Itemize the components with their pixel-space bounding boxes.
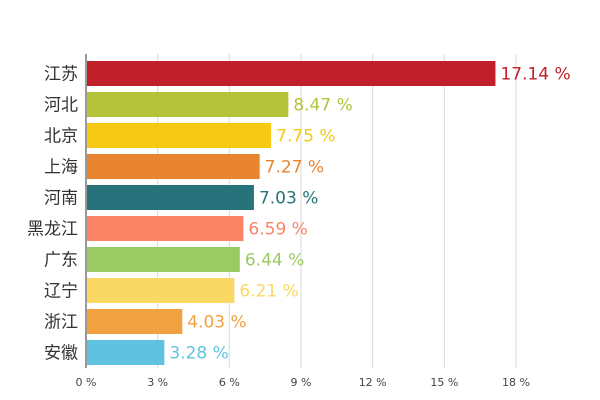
category-label: 辽宁 — [44, 282, 78, 302]
value-label: 8.47 % — [293, 96, 352, 116]
bar — [87, 278, 235, 303]
x-tick-label: 15 % — [430, 376, 458, 389]
value-label: 7.27 % — [265, 158, 324, 178]
bar — [87, 340, 165, 365]
value-label: 6.59 % — [248, 220, 307, 240]
category-label: 河南 — [44, 189, 78, 209]
category-label: 浙江 — [44, 313, 78, 333]
category-label: 北京 — [44, 127, 78, 147]
bar — [87, 92, 289, 117]
x-tick-label: 3 % — [147, 376, 168, 389]
bar — [87, 185, 254, 210]
x-tick-label: 6 % — [219, 376, 240, 389]
value-label: 6.21 % — [239, 282, 298, 302]
x-tick-label: 9 % — [291, 376, 312, 389]
bar — [87, 61, 496, 86]
category-label: 河北 — [44, 96, 78, 116]
bar — [87, 309, 183, 334]
bar — [87, 154, 260, 179]
value-label: 7.03 % — [259, 189, 318, 209]
bar — [87, 123, 272, 148]
bar — [87, 247, 240, 272]
category-label: 上海 — [44, 158, 78, 178]
x-tick-label: 0 % — [76, 376, 97, 389]
value-label: 6.44 % — [245, 251, 304, 271]
value-label: 3.28 % — [169, 344, 228, 364]
bar — [87, 216, 244, 241]
category-label: 黑龙江 — [27, 220, 78, 240]
category-label: 广东 — [44, 251, 78, 271]
value-label: 4.03 % — [187, 313, 246, 333]
category-label: 安徽 — [44, 344, 78, 364]
value-labels: 17.14 % 8.47 % 7.75 % 7.27 % 7.03 % 6.59 % 6.4… — [169, 65, 570, 364]
category-label: 江苏 — [44, 65, 78, 85]
x-tick-label: 12 % — [359, 376, 387, 389]
bars — [87, 61, 496, 365]
value-label: 17.14 % — [500, 65, 570, 85]
x-axis-ticks: 0 % 3 % 6 % 9 % 12 % 15 % 18 % — [76, 376, 530, 389]
value-label: 7.75 % — [276, 127, 335, 147]
x-tick-label: 18 % — [502, 376, 530, 389]
